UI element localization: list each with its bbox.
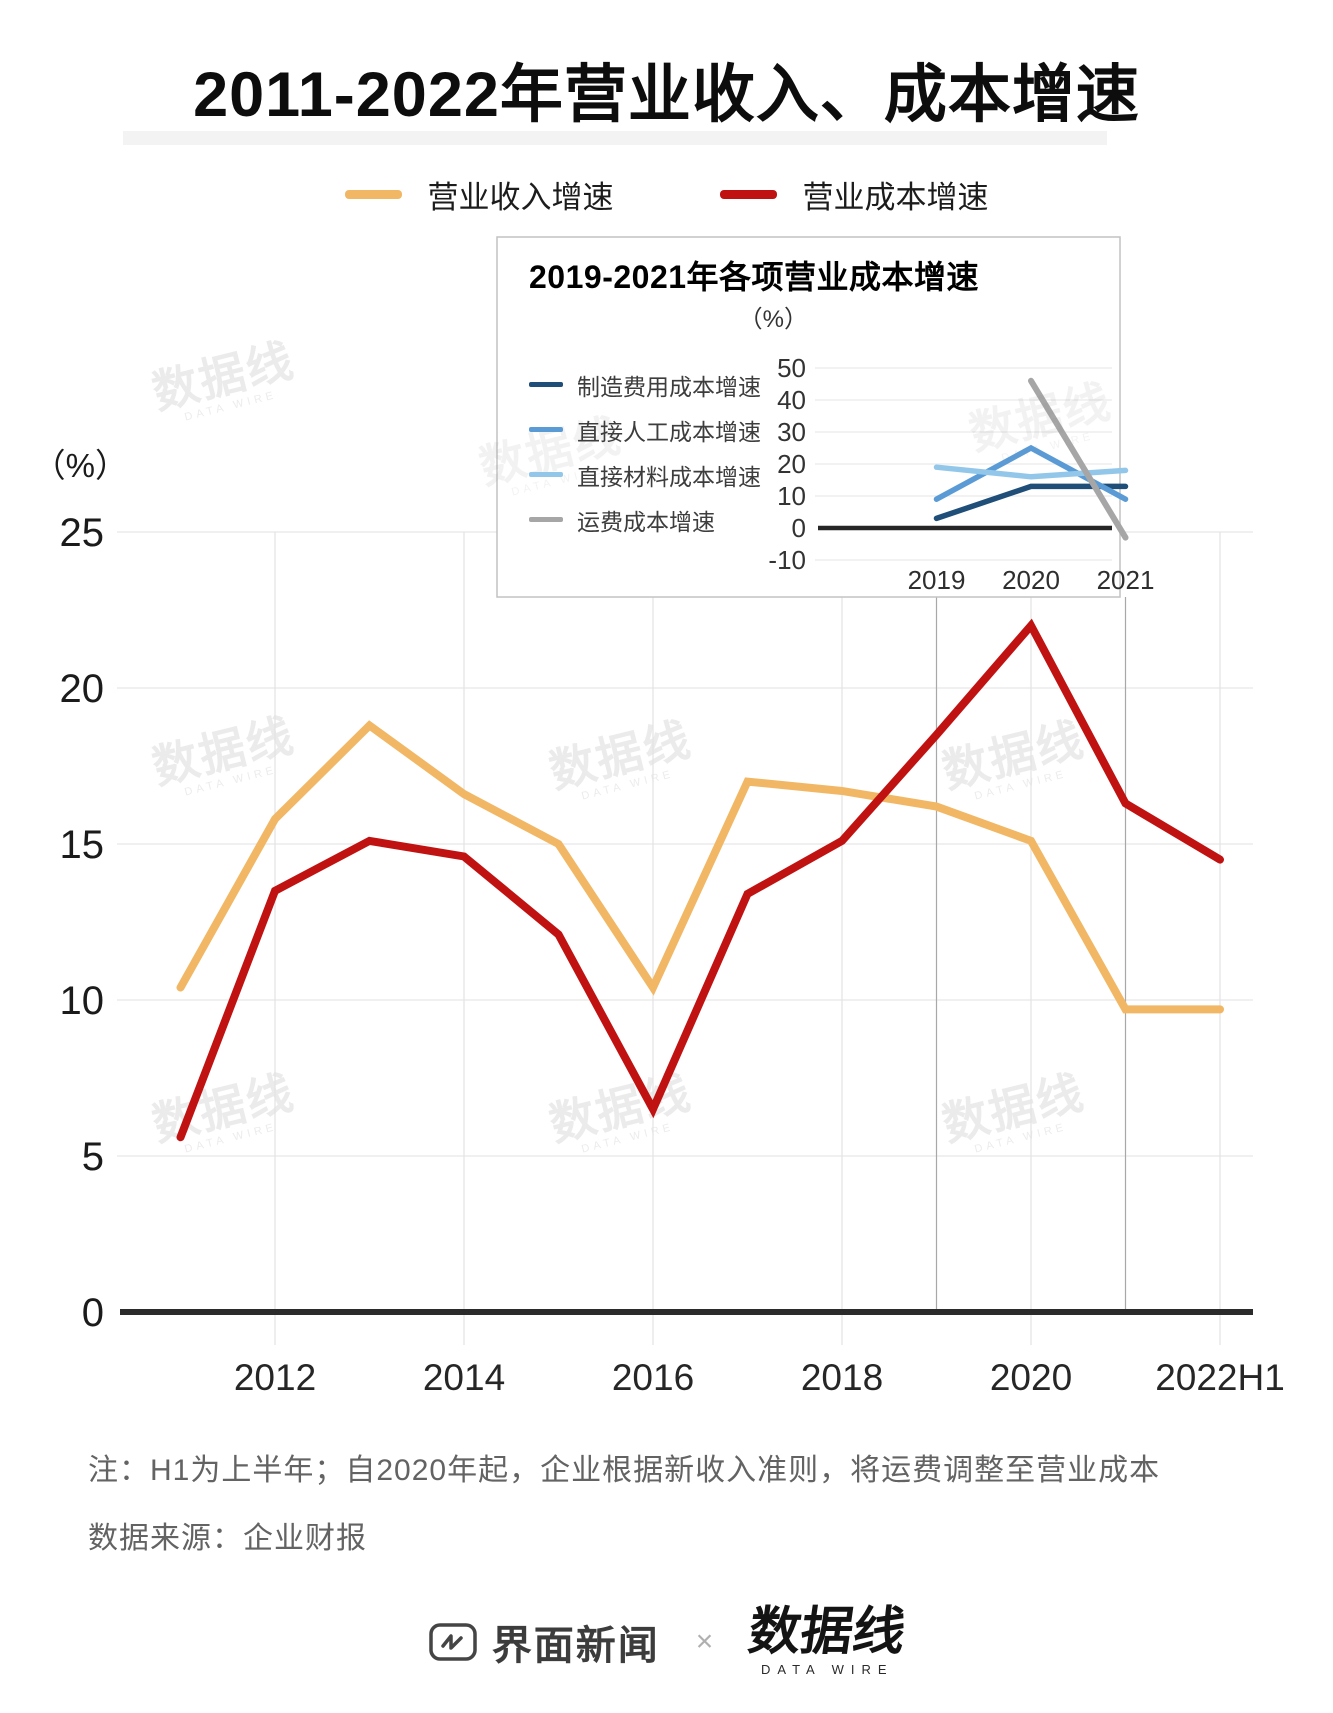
- inset-legend-item-materials: 直接材料成本增速: [529, 452, 761, 497]
- inset-chart-title: 2019-2021年各项营业成本增速: [529, 259, 980, 295]
- footer-logos: 界面新闻 × 数据线 DATA WIRE: [0, 1603, 1333, 1677]
- inset-legend-item-freight: 运费成本增速: [529, 497, 761, 542]
- jiemian-tv-icon: [428, 1622, 477, 1661]
- freight-line-swatch: [529, 517, 563, 522]
- inset-ytick-30: 30: [777, 417, 806, 447]
- inset-legend-label-manufacturing: 制造费用成本增速: [577, 373, 761, 400]
- inset-xtick-2019: 2019: [908, 565, 966, 595]
- watermark-cn: 数据线: [964, 374, 1117, 460]
- inset-ytick-10: 10: [777, 481, 806, 511]
- inset-legend: 制造费用成本增速 直接人工成本增速 直接材料成本增速 运费成本增速: [529, 362, 761, 542]
- inset-box: [496, 236, 1121, 598]
- inset-legend-label-freight: 运费成本增速: [577, 508, 715, 535]
- inset-ytick-40: 40: [777, 385, 806, 415]
- main-xtick-2018: 2018: [801, 1357, 883, 1398]
- inset-series-freight: [1028, 377, 1129, 541]
- main-ytick-5: 5: [82, 1135, 104, 1179]
- inset-xtick-2020: 2020: [1002, 565, 1060, 595]
- manufacturing-line-swatch: [529, 382, 563, 387]
- multiply-separator: ×: [695, 1624, 714, 1658]
- inset-ytick-0: 0: [792, 513, 806, 543]
- main-xtick-2020: 2020: [990, 1357, 1072, 1398]
- main-ytick-25: 25: [60, 511, 105, 555]
- datawire-wordmark-en: DATA WIRE: [760, 1662, 894, 1677]
- legend-item-cost: 营业成本增速: [719, 172, 989, 217]
- inset-series-materials: [933, 464, 1129, 480]
- main-series-cost: [176, 618, 1224, 1142]
- main-ytick-0: 0: [82, 1291, 104, 1335]
- legend-label-cost: 营业成本增速: [802, 180, 989, 215]
- jiemian-logo: 界面新闻: [428, 1613, 660, 1671]
- main-xtick-2014: 2014: [423, 1357, 505, 1398]
- inset-legend-item-labor: 直接人工成本增速: [529, 407, 761, 452]
- legend-item-revenue: 营业收入增速: [344, 172, 614, 217]
- inset-xtick-2021: 2021: [1097, 565, 1155, 595]
- footnote: 注：H1为上半年；自2020年起，企业根据新收入准则，将运费调整至营业成本: [88, 1454, 1161, 1487]
- main-ytick-20: 20: [60, 667, 105, 711]
- page-title: 2011-2022年营业收入、成本增速: [193, 60, 1140, 130]
- main-xtick-2016: 2016: [612, 1357, 694, 1398]
- main-unit-label: （%）: [33, 447, 128, 484]
- inset-ytick-50: 50: [777, 353, 806, 383]
- inset-unit-label: （%）: [739, 306, 808, 333]
- jiemian-wordmark: 界面新闻: [491, 1623, 660, 1668]
- materials-line-swatch: [529, 472, 563, 477]
- main-series-revenue: [176, 720, 1224, 1014]
- title-divider: [123, 131, 1107, 145]
- inset-legend-label-materials: 直接材料成本增速: [577, 463, 761, 490]
- inset-legend-item-manufacturing: 制造费用成本增速: [529, 362, 761, 407]
- main-legend: 营业收入增速 营业成本增速: [0, 172, 1333, 217]
- main-xtick-2012: 2012: [234, 1357, 316, 1398]
- main-ytick-15: 15: [60, 823, 105, 867]
- cost-line-swatch: [719, 190, 777, 199]
- watermark-en: DATA WIRE: [1000, 429, 1096, 465]
- inset-legend-label-labor: 直接人工成本增速: [577, 418, 761, 445]
- inset-ytick-20: 20: [777, 449, 806, 479]
- datawire-logo: 数据线 DATA WIRE: [745, 1603, 909, 1677]
- revenue-line-swatch: [344, 190, 402, 199]
- legend-label-revenue: 营业收入增速: [427, 180, 614, 215]
- main-xtick-2022H1: 2022H1: [1155, 1357, 1285, 1398]
- inset-ytick--10: -10: [768, 545, 806, 575]
- main-ytick-10: 10: [60, 979, 105, 1023]
- data-source-note: 数据来源：企业财报: [88, 1522, 367, 1555]
- datawire-wordmark-cn: 数据线: [745, 1603, 910, 1661]
- labor-line-swatch: [529, 427, 563, 432]
